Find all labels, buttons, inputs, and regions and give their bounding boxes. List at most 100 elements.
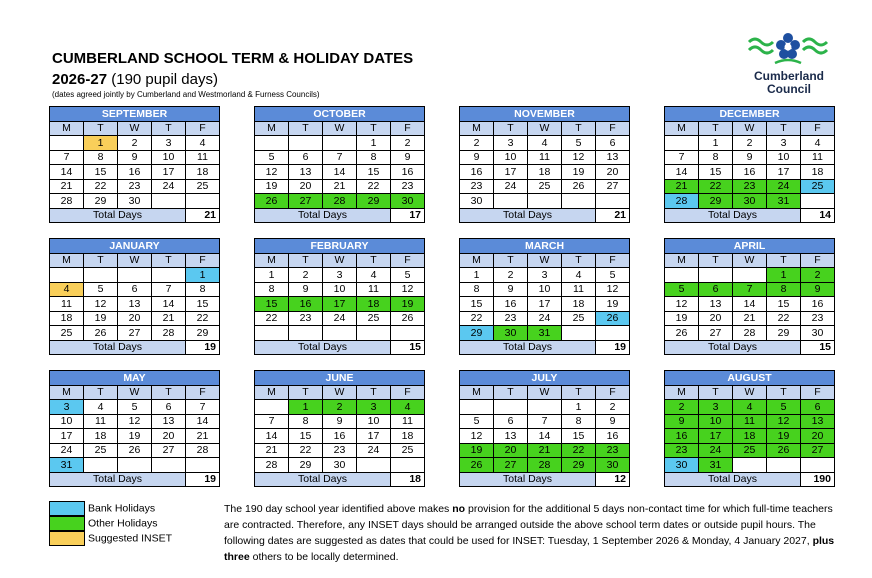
month-table: OCTOBER M T W T F 1 2 5 6 7 8 9 12 13 14 15 16 19 20 21 22 23 2… [254,106,425,223]
day: 16 [493,296,528,312]
day: 19 [459,442,494,458]
day: 21 [664,178,699,194]
day: 1 [698,135,733,151]
empty-day [151,267,186,283]
empty-day [288,135,323,151]
day: 3 [527,267,562,283]
month-header-row: JULY [459,370,630,386]
week-row: 12 13 14 15 16 [664,296,835,312]
day: 28 [151,325,186,341]
total-row: Total Days 19 [459,339,630,355]
week-row: 31 [49,457,220,473]
day: 31 [698,457,733,473]
empty-day [49,135,84,151]
day: 22 [356,178,391,194]
weekday: T [493,384,528,400]
week-row: 12 13 14 15 16 [254,164,425,180]
day: 16 [595,428,630,444]
weekday: T [698,384,733,400]
empty-day [151,193,186,209]
day: 1 [288,399,323,415]
day: 10 [698,413,733,429]
total-value: 19 [595,339,630,355]
day: 22 [459,310,494,326]
day: 18 [356,296,391,312]
day: 18 [732,428,767,444]
weekday: M [254,120,289,136]
empty-day [493,399,528,415]
day: 11 [390,413,425,429]
day: 23 [664,442,699,458]
empty-day [390,325,425,341]
day: 5 [664,281,699,297]
weekday: F [185,120,220,136]
day: 22 [288,442,323,458]
weekday: M [459,252,494,268]
day: 7 [49,149,84,165]
weekday: T [83,252,118,268]
day: 1 [185,267,220,283]
day: 3 [493,135,528,151]
weekday: T [356,252,391,268]
month-name: DECEMBER [664,106,835,122]
day: 13 [151,413,186,429]
total-value: 12 [595,471,630,487]
day: 6 [698,281,733,297]
day: 15 [288,428,323,444]
day: 26 [595,310,630,326]
weekday: F [390,252,425,268]
day: 16 [322,428,357,444]
day: 18 [49,310,84,326]
day: 30 [493,325,528,341]
day: 8 [561,413,596,429]
empty-day [664,135,699,151]
day: 21 [49,178,84,194]
weekday: T [288,252,323,268]
day: 14 [732,296,767,312]
empty-day [561,325,596,341]
week-row: 24 25 26 27 28 [49,442,220,458]
day: 9 [459,149,494,165]
day: 13 [698,296,733,312]
day: 3 [49,399,84,415]
day: 9 [595,413,630,429]
day: 4 [356,267,391,283]
day: 10 [49,413,84,429]
day: 30 [800,325,835,341]
day: 7 [151,281,186,297]
day: 15 [356,164,391,180]
weekday: T [151,252,186,268]
day: 25 [49,325,84,341]
week-row: 26 27 28 29 30 [459,457,630,473]
month-name: NOVEMBER [459,106,630,122]
weekday: W [527,252,562,268]
weekday: F [390,120,425,136]
weekday: W [527,120,562,136]
day: 23 [288,310,323,326]
day: 22 [254,310,289,326]
empty-day [117,267,152,283]
empty-day [322,135,357,151]
week-row: 7 8 9 10 11 [49,149,220,165]
day: 6 [800,399,835,415]
total-value: 19 [185,471,220,487]
day: 3 [356,399,391,415]
empty-day [527,193,562,209]
empty-day [800,193,835,209]
month-header-row: FEBRUARY [254,238,425,254]
note-text: provision for the additional 5 days non-… [224,503,833,547]
empty-day [459,399,494,415]
total-row: Total Days 17 [254,207,425,223]
total-value: 190 [800,471,835,487]
month-table: NOVEMBER M T W T F 2 3 4 5 6 9 10 11 12 13 16 17 18 19 20 23 2… [459,106,630,223]
day: 16 [390,164,425,180]
day: 18 [185,164,220,180]
day: 29 [185,325,220,341]
